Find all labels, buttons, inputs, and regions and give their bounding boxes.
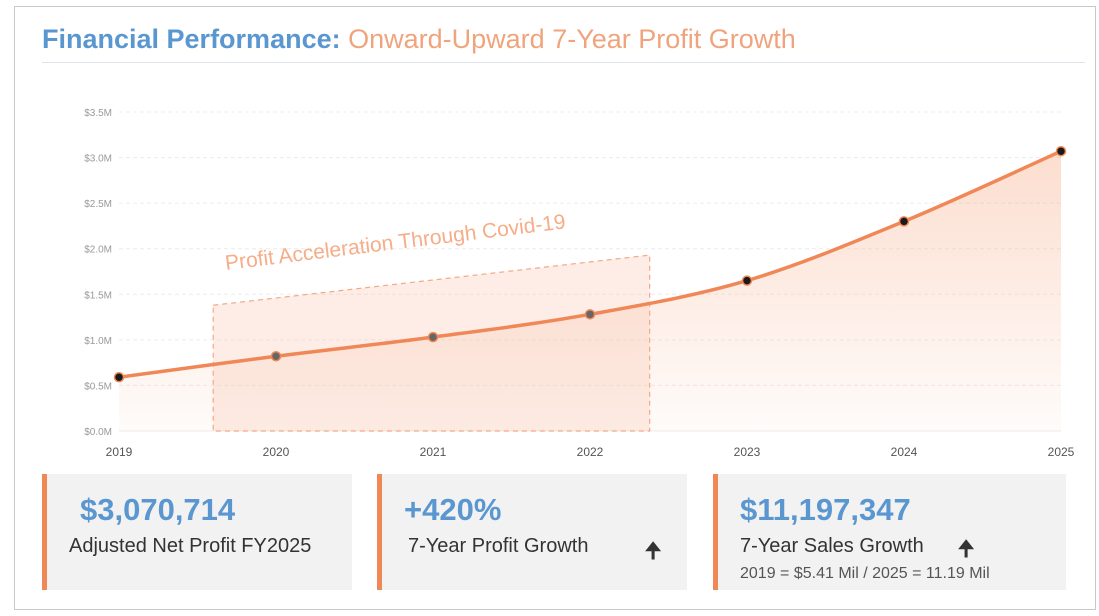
sales-growth-value: $11,197,347 bbox=[740, 492, 911, 527]
sales-growth-note: 2019 = $5.41 Mil / 2025 = 11.19 Mil bbox=[740, 565, 990, 582]
profit-growth-card: +420% 7-Year Profit Growth 🠉 bbox=[377, 474, 687, 590]
profit-growth-label: 7-Year Profit Growth bbox=[408, 535, 589, 557]
profit-chart: $0.0M $0.5M $1.0M $1.5M $2.0M $2.5M $3.0M $3.5M… bbox=[84, 108, 1075, 459]
y-tick-label: $0.0M bbox=[84, 427, 112, 438]
covid-annotation: Profit Acceleration Through Covid-19 bbox=[224, 210, 567, 275]
x-tick-label: 2020 bbox=[263, 445, 290, 459]
page-title: Financial Performance: Onward-Upward 7-Y… bbox=[42, 24, 796, 55]
net-profit-card: $3,070,714 Adjusted Net Profit FY2025 bbox=[42, 474, 352, 590]
x-tick-label: 2024 bbox=[891, 445, 918, 459]
y-tick-label: $3.5M bbox=[84, 108, 112, 119]
data-point bbox=[898, 216, 910, 227]
y-tick-label: $0.5M bbox=[84, 381, 112, 392]
arrow-up-icon: 🠉 bbox=[957, 536, 976, 561]
y-tick-label: $3.0M bbox=[84, 154, 112, 165]
data-point bbox=[584, 309, 596, 320]
x-tick-label: 2022 bbox=[577, 445, 604, 459]
data-point bbox=[741, 275, 753, 286]
sales-growth-label: 7-Year Sales Growth bbox=[740, 535, 924, 557]
x-tick-label: 2021 bbox=[420, 445, 447, 459]
data-point bbox=[1055, 145, 1067, 157]
net-profit-value: $3,070,714 bbox=[80, 492, 236, 527]
y-tick-label: $2.5M bbox=[84, 199, 112, 210]
data-point bbox=[427, 331, 439, 343]
title-strong: Financial Performance: bbox=[42, 24, 341, 54]
net-profit-label: Adjusted Net Profit FY2025 bbox=[69, 535, 312, 557]
y-tick-label: $1.0M bbox=[84, 336, 112, 347]
x-tick-label: 2025 bbox=[1048, 445, 1075, 459]
profit-area-fill bbox=[119, 151, 1061, 432]
data-point bbox=[113, 371, 125, 383]
x-tick-label: 2019 bbox=[106, 445, 133, 459]
title-rest: Onward-Upward 7-Year Profit Growth bbox=[348, 24, 796, 54]
sales-growth-card: $11,197,347 7-Year Sales Growth 🠉 2019 =… bbox=[713, 474, 1066, 590]
data-point bbox=[270, 351, 282, 362]
y-tick-label: $1.5M bbox=[84, 290, 112, 301]
covid-highlight-box bbox=[212, 254, 651, 432]
y-tick-label: $2.0M bbox=[84, 245, 112, 256]
x-tick-label: 2023 bbox=[734, 445, 761, 459]
arrow-up-icon: 🠉 bbox=[644, 538, 663, 563]
title-divider bbox=[42, 62, 1085, 63]
profit-growth-value: +420% bbox=[404, 492, 502, 527]
